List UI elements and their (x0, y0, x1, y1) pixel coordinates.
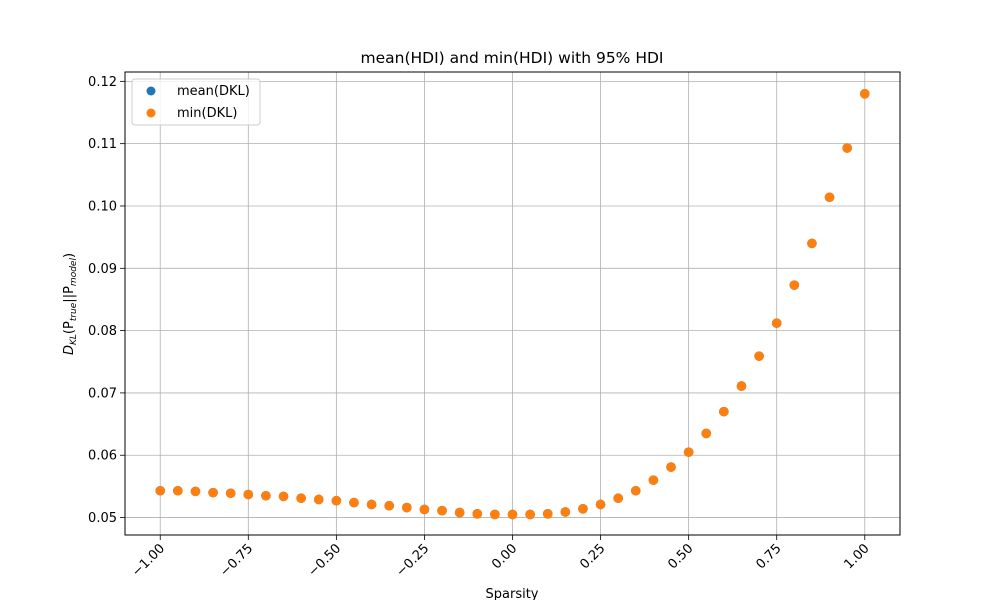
point-min-dkl (754, 351, 764, 361)
x-tick-label: −1.00 (129, 541, 168, 580)
point-min-dkl (190, 486, 201, 497)
grid (125, 72, 900, 535)
y-tick-label: 0.05 (88, 511, 117, 526)
point-min-dkl (719, 406, 729, 417)
point-min-dkl (261, 490, 271, 501)
point-min-dkl (243, 489, 254, 500)
y-tick-label: 0.07 (88, 386, 117, 401)
point-min-dkl (525, 509, 535, 520)
point-min-dkl (683, 447, 694, 457)
chart-title: mean(HDI) and min(HDI) with 95% HDI (361, 49, 664, 67)
y-tick-label: 0.09 (88, 262, 117, 277)
point-min-dkl (208, 487, 218, 498)
point-min-dkl (313, 494, 324, 505)
point-min-dkl (595, 499, 606, 510)
x-tick-label: 0.75 (753, 541, 784, 572)
point-min-dkl (859, 89, 870, 99)
point-min-dkl (666, 462, 676, 472)
legend-marker-mean (146, 86, 156, 96)
y-tick-label: 0.12 (88, 75, 117, 90)
y-tick-label: 0.06 (88, 449, 117, 464)
y-tick-label: 0.08 (88, 324, 117, 339)
x-tick-label: 0.25 (577, 541, 608, 572)
point-min-dkl (278, 491, 289, 502)
legend-marker-min (146, 108, 156, 118)
axis-ticks: −1.00 −0.75 −0.50 −0.25 0.00 0.25 0.50 0.75 1.00… (88, 75, 873, 580)
point-min-dkl (296, 493, 306, 504)
x-tick-label: −0.50 (305, 541, 344, 580)
point-min-dkl (437, 505, 447, 516)
y-tick-label: 0.10 (88, 199, 117, 214)
x-tick-label: 0.00 (489, 541, 520, 572)
x-tick-label: 0.50 (665, 541, 696, 572)
legend-label-mean: mean(DKL) (177, 84, 250, 99)
point-min-dkl (736, 381, 747, 391)
point-min-dkl (771, 318, 782, 328)
point-min-dkl (842, 143, 852, 153)
point-min-dkl (789, 280, 800, 290)
point-min-dkl (419, 504, 430, 515)
point-min-dkl (472, 509, 483, 519)
point-min-dkl (542, 509, 553, 519)
point-min-dkl (225, 488, 236, 499)
point-min-dkl (701, 428, 712, 439)
point-min-dkl (613, 493, 623, 504)
point-min-dkl (824, 192, 835, 203)
point-min-dkl (331, 495, 342, 506)
point-min-dkl (560, 507, 571, 517)
x-tick-label: −0.25 (393, 541, 432, 580)
point-min-dkl (384, 500, 395, 511)
x-tick-label: 1.00 (842, 541, 873, 572)
point-min-dkl (402, 502, 412, 513)
x-tick-label: −0.75 (217, 541, 256, 580)
y-axis-title: DKL(Ptrue||Pmodel) (62, 253, 79, 355)
y-tick-label: 0.11 (88, 137, 117, 152)
point-min-dkl (366, 499, 377, 510)
x-axis-title: Sparsity (486, 587, 539, 600)
point-min-dkl (349, 497, 359, 508)
point-min-dkl (173, 485, 183, 496)
point-min-dkl (648, 475, 659, 485)
legend-label-min: min(DKL) (177, 106, 237, 121)
point-min-dkl (630, 485, 641, 496)
point-min-dkl (454, 507, 465, 518)
data-points (155, 89, 870, 520)
legend-box (131, 78, 261, 126)
legend: mean(DKL) min(DKL) (131, 78, 261, 126)
point-min-dkl (507, 509, 518, 520)
point-min-dkl (490, 509, 500, 520)
point-min-dkl (155, 485, 166, 496)
point-min-dkl (578, 504, 588, 514)
point-min-dkl (807, 238, 817, 249)
